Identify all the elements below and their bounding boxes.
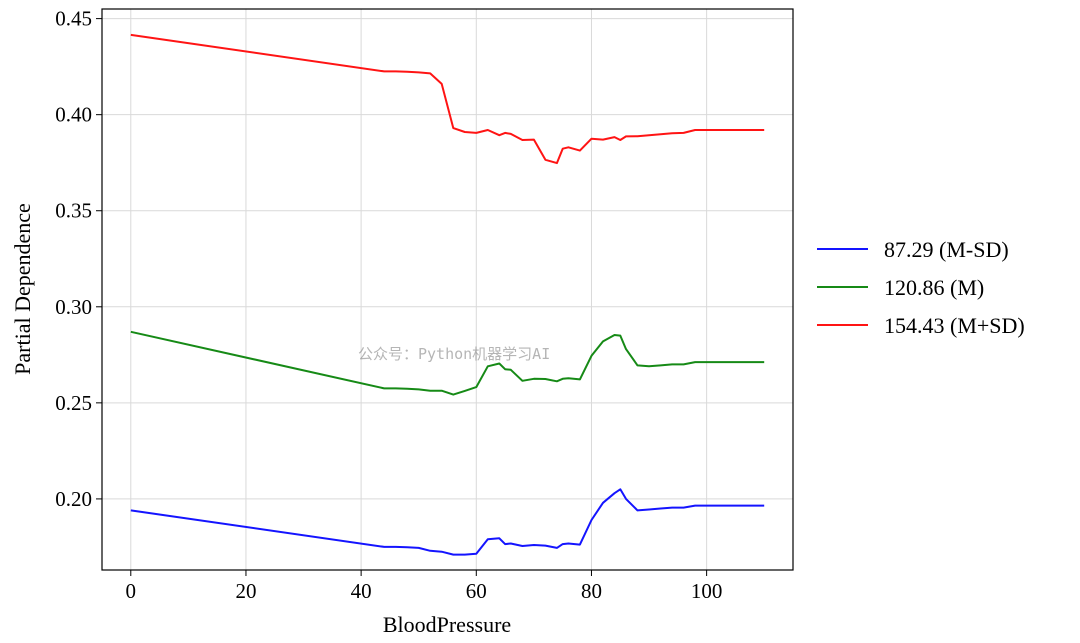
y-axis-label: Partial Dependence [10,203,35,375]
x-tick-label: 60 [466,579,487,603]
x-tick-label: 40 [351,579,372,603]
watermark-text: 公众号：Python机器学习AI [358,345,551,363]
legend: 87.29 (M-SD) 120.86 (M) 154.43 (M+SD) [817,237,1025,338]
x-tick-label: 20 [235,579,256,603]
legend-label-120-86-m: 120.86 (M) [884,275,984,300]
x-tick-label: 0 [126,579,137,603]
series-line-87-29-m-sd [130,488,765,556]
y-tick-label: 0.35 [55,199,92,223]
x-axis-ticks: 0 20 40 60 80 100 [126,570,723,603]
y-tick-label: 0.25 [55,391,92,415]
y-axis-ticks: 0.20 0.25 0.30 0.35 0.40 0.45 [55,7,102,511]
x-tick-label: 80 [581,579,602,603]
legend-label-87-29-m-sd: 87.29 (M-SD) [884,237,1009,262]
series-line-120-86-m [130,330,765,396]
y-tick-label: 0.40 [55,103,92,127]
legend-label-154-43-m-sd: 154.43 (M+SD) [884,313,1025,338]
y-tick-label: 0.30 [55,295,92,319]
grid-lines [102,9,793,570]
series-line-154-43-m-sd [130,33,765,165]
series-lines [130,33,765,556]
plot-frame [101,8,794,571]
x-tick-label: 100 [691,579,723,603]
y-tick-label: 0.20 [55,487,92,511]
x-axis-label: BloodPressure [383,612,511,637]
y-tick-label: 0.45 [55,7,92,31]
